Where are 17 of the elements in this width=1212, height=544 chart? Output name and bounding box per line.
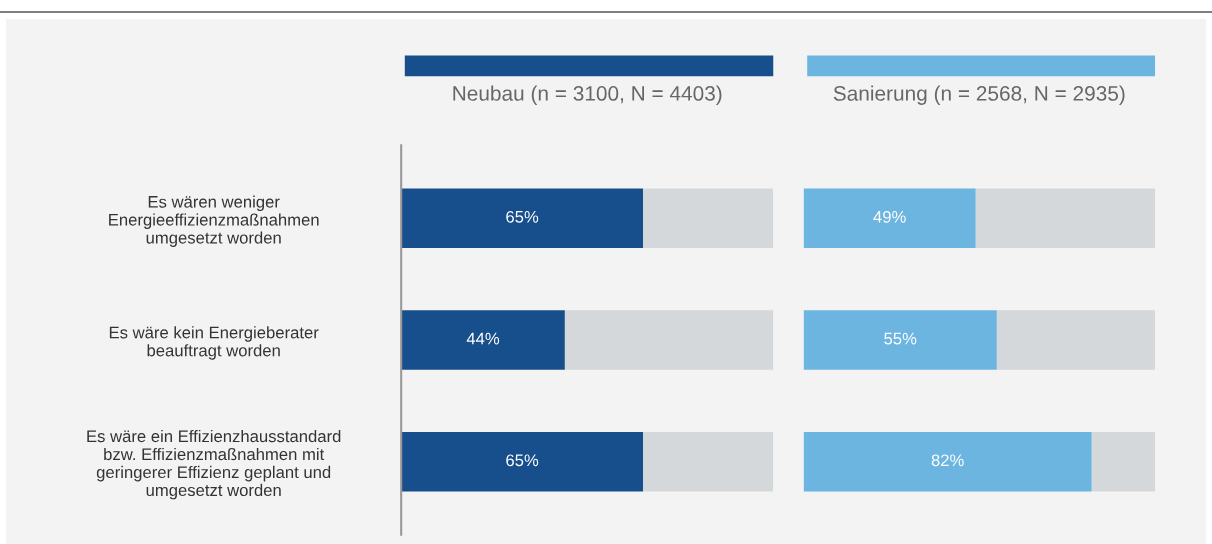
y-tick-label: Es wäre ein Effizienzhausstandard bzw. Effizienzmaßnahmen mit geringerer Effizienz geplant und umgesetzt worden (87, 429, 341, 500)
bar (975, 188, 1156, 249)
text: Sanierung (n = 2568, N = 2935) (833, 85, 1125, 105)
data-label: 55% (884, 332, 917, 345)
data-label: 49% (873, 210, 906, 223)
bar (996, 310, 1156, 370)
bar (803, 188, 976, 249)
y-tick-label: Es wäre kein Energieberater beauftragt worden (109, 326, 319, 360)
data-label: 44% (466, 332, 500, 345)
bar (803, 431, 1092, 492)
data-label: 65% (506, 210, 539, 223)
bar (803, 310, 997, 370)
y-tick-label: Es wären weniger Energieeffizienzmaßnahmen umgesetzt worden (109, 195, 319, 247)
text: Neubau (n = 3100, N = 4403) (453, 85, 722, 105)
bar (1091, 431, 1156, 492)
data-label: 65% (506, 454, 539, 467)
data-label: 82% (931, 454, 964, 467)
